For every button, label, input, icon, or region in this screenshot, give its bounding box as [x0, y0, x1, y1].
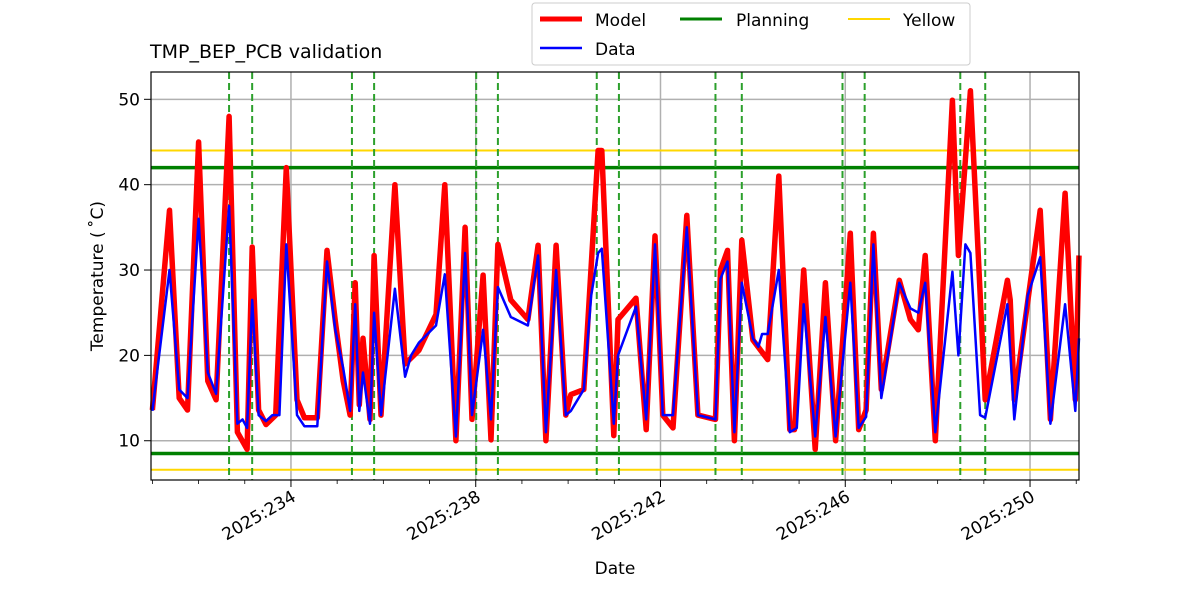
- y-tick-label: 10: [118, 432, 140, 452]
- y-axis-label: Temperature ( ˚C): [87, 201, 108, 352]
- x-tick-label: 2025:238: [404, 487, 485, 545]
- x-tick-label: 2025:242: [588, 487, 669, 545]
- data-series-line: [151, 204, 1081, 438]
- y-tick-label: 20: [118, 346, 140, 366]
- y-tick-label: 50: [118, 90, 140, 110]
- x-axis-label: Date: [595, 559, 636, 579]
- x-tick-label: 2025:250: [958, 487, 1039, 545]
- series-lines: [149, 88, 1082, 453]
- legend: Model Planning Yellow Data: [531, 2, 971, 66]
- legend-data-label: Data: [595, 40, 636, 60]
- y-tick-label: 30: [118, 261, 140, 281]
- plot-frame: [150, 71, 1080, 481]
- chart-title: TMP_BEP_PCB validation: [149, 41, 382, 63]
- model-series-line: [149, 88, 1082, 453]
- limit-lines: [151, 149, 1079, 471]
- legend-planning-label: Planning: [736, 11, 809, 31]
- legend-model-label: Model: [595, 11, 646, 31]
- x-tick-label: 2025:234: [219, 487, 300, 545]
- y-tick-label: 40: [118, 176, 140, 196]
- x-tick-label: 2025:246: [773, 487, 854, 545]
- legend-yellow-label: Yellow: [902, 11, 955, 31]
